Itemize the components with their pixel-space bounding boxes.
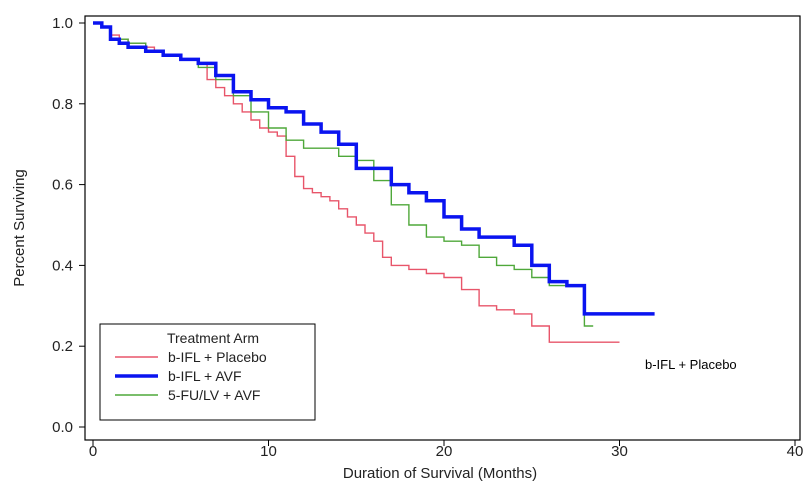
y-tick-label: 0.4 <box>52 257 73 274</box>
y-tick-label: 1.0 <box>52 15 73 32</box>
x-axis-title: Duration of Survival (Months) <box>343 465 537 481</box>
x-tick-label: 20 <box>436 443 453 460</box>
chart-annotation: b-IFL + Placebo <box>645 357 737 372</box>
legend-items: b-IFL + Placebo b-IFL + AVF 5-FU/LV + AVF <box>115 349 267 403</box>
x-tick-label: 10 <box>260 443 277 460</box>
x-tick-label: 0 <box>89 443 97 460</box>
y-tick-label: 0.8 <box>52 96 73 113</box>
y-axis-title: Percent Surviving <box>11 169 28 287</box>
x-tick-label: 40 <box>787 443 804 460</box>
y-tick-label: 0.6 <box>52 177 73 194</box>
series-layer <box>93 21 655 343</box>
legend-title: Treatment Arm <box>167 330 259 346</box>
legend-label-b-ifl-placebo: b-IFL + Placebo <box>168 349 267 365</box>
y-tick-label: 0.2 <box>52 338 73 355</box>
series-line-b-ifl-avf <box>93 21 655 316</box>
legend: Treatment Arm b-IFL + Placebo b-IFL + AVF… <box>99 323 316 421</box>
legend-label-5-fu-lv-avf: 5-FU/LV + AVF <box>168 387 260 403</box>
legend-box <box>99 323 316 421</box>
x-tick-label: 30 <box>611 443 628 460</box>
y-tick-label: 0.0 <box>52 419 73 436</box>
legend-label-b-ifl-avf: b-IFL + AVF <box>168 368 242 384</box>
axis-layer: 0 10 20 30 40 0.0 0.2 0.4 0.6 0.8 1.0 <box>52 15 803 460</box>
